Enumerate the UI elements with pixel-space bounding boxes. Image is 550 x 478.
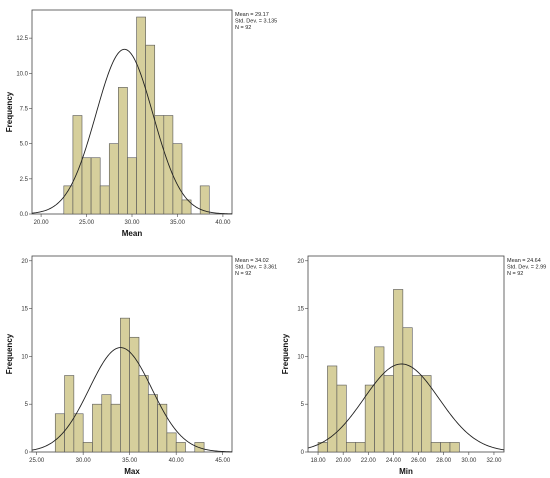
histogram-bar [430, 442, 441, 453]
stats-label: N = 92 [235, 25, 251, 31]
histogram-bar [138, 375, 149, 453]
x-tick-label: 24.00 [386, 458, 402, 464]
y-tick-label: 20 [297, 259, 304, 265]
stats-label: N = 92 [507, 271, 523, 277]
y-tick-label: 5 [25, 402, 29, 408]
histogram-bar [374, 346, 385, 453]
histogram-bar [393, 289, 404, 453]
y-tick-label: 5 [301, 402, 305, 408]
histogram-bar [101, 394, 112, 453]
stats-label: Mean = 24.64 [507, 258, 541, 264]
histogram-bar [327, 365, 338, 453]
normal-curve [31, 48, 233, 215]
histogram-bar [157, 403, 168, 453]
histogram-panel-min: 18.00 20.00 22.00 24.00 26.00 28.00 30.00 32.00… [281, 255, 546, 476]
stats-label: Mean = 29.17 [235, 12, 269, 18]
y-tick-label: 15 [297, 307, 304, 313]
x-axis-title: Mean [122, 229, 143, 238]
histogram-bar [199, 185, 210, 215]
y-tick-label: 10 [297, 354, 304, 360]
stats-label: Std. Dev. = 2.99 [507, 265, 546, 271]
x-tick-label: 20.00 [336, 458, 352, 464]
histogram-bar [108, 143, 119, 215]
histogram-bar [154, 115, 165, 215]
stats-label: N = 92 [235, 271, 251, 277]
y-axis-title: Frequency [5, 91, 14, 132]
histogram-bar [129, 336, 140, 453]
y-tick-label: 0 [25, 450, 29, 456]
histogram-bar [136, 16, 146, 215]
histogram-bar [440, 442, 451, 453]
histogram-bar [175, 442, 186, 453]
histogram-bar [402, 327, 413, 453]
x-tick-label: 45.00 [215, 458, 231, 464]
y-tick-label: 2.5 [20, 177, 29, 183]
histogram-bar [64, 375, 75, 453]
stats-label: Std. Dev. = 3.361 [235, 265, 277, 271]
x-tick-label: 35.00 [170, 220, 186, 226]
histogram-bar [127, 157, 137, 215]
x-tick-label: 25.00 [29, 458, 45, 464]
histogram-bar [120, 317, 130, 453]
y-tick-label: 20 [21, 259, 28, 265]
x-tick-label: 35.00 [122, 458, 138, 464]
y-tick-label: 10.0 [16, 71, 28, 77]
histogram-panel-max: 25.00 30.00 35.00 40.00 45.00 0 5 10 15 20 Max Freq… [5, 255, 277, 476]
histogram-bar [346, 442, 357, 453]
histogram-bar [421, 375, 432, 453]
x-tick-label: 30.00 [76, 458, 92, 464]
y-tick-label: 0 [301, 450, 305, 456]
histogram-bar [99, 185, 110, 215]
normal-curve [307, 363, 505, 451]
y-tick-label: 10 [21, 354, 28, 360]
histogram-panel-mean: 20.00 25.00 30.00 35.00 40.00 0.0 2.5 5.0 7.5 10.… [5, 9, 277, 238]
y-tick-label: 7.5 [20, 106, 29, 112]
histogram-bar [411, 375, 423, 453]
x-tick-label: 26.00 [411, 458, 427, 464]
histogram-bar [92, 403, 103, 453]
x-tick-label: 30.00 [124, 220, 140, 226]
y-tick-label: 0.0 [20, 212, 29, 218]
x-tick-label: 40.00 [169, 458, 185, 464]
histogram-bar [147, 394, 158, 453]
y-tick-label: 12.5 [16, 36, 28, 42]
histogram-bar [383, 375, 394, 453]
histogram-bar [82, 442, 93, 453]
histogram-bar [90, 157, 101, 215]
y-axis-title: Frequency [5, 333, 14, 374]
x-tick-label: 30.00 [461, 458, 477, 464]
normal-curve [31, 347, 233, 453]
x-tick-label: 22.00 [361, 458, 377, 464]
y-tick-label: 15 [21, 307, 28, 313]
histogram-bar [110, 403, 121, 453]
histogram-bar [449, 442, 460, 453]
x-tick-label: 18.00 [311, 458, 327, 464]
histogram-bar [81, 157, 92, 215]
histogram-bar [181, 199, 192, 215]
y-axis-title: Frequency [281, 333, 290, 374]
histogram-bar [166, 432, 177, 453]
histogram-bar [336, 384, 347, 453]
x-axis-title: Min [399, 467, 413, 476]
x-tick-label: 32.00 [486, 458, 502, 464]
x-tick-label: 20.00 [34, 220, 50, 226]
stats-label: Std. Dev. = 3.135 [235, 19, 277, 25]
x-tick-label: 28.00 [436, 458, 452, 464]
stats-label: Mean = 34.02 [235, 258, 269, 264]
histogram-bar [355, 442, 366, 453]
histogram-bar [118, 87, 128, 215]
histogram-bar [73, 413, 84, 453]
histogram-bar [145, 44, 156, 215]
y-tick-label: 5.0 [20, 142, 29, 148]
x-tick-label: 25.00 [79, 220, 95, 226]
x-tick-label: 40.00 [215, 220, 231, 226]
x-axis-title: Max [124, 467, 140, 476]
